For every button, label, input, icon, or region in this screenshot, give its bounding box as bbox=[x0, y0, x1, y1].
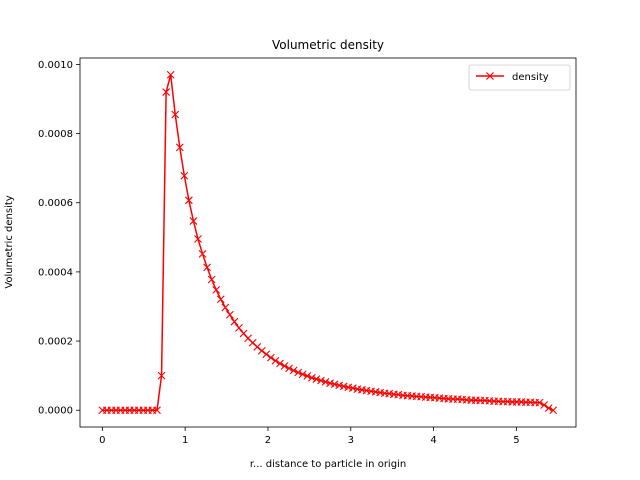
data-point-marker bbox=[198, 250, 207, 258]
data-point-marker bbox=[257, 346, 266, 355]
axes-frame bbox=[79, 57, 577, 428]
y-tick-label: 0.0006 bbox=[38, 198, 73, 209]
data-point-marker bbox=[280, 362, 289, 370]
data-point-marker bbox=[276, 359, 284, 368]
legend-entry-label: density bbox=[512, 72, 549, 83]
data-point-marker bbox=[339, 382, 348, 391]
y-axis: 0.0000 0.0002 0.0004 0.0006 0.0008 0.0010 bbox=[38, 60, 80, 417]
x-tick-label: 0 bbox=[99, 435, 105, 446]
plot-area bbox=[79, 57, 577, 428]
y-axis-label: Volumetric density bbox=[4, 195, 15, 288]
data-point-marker bbox=[225, 310, 234, 319]
y-tick-label: 0.0004 bbox=[38, 267, 73, 278]
data-point-marker bbox=[326, 379, 334, 388]
data-point-marker bbox=[335, 381, 344, 390]
data-point-marker bbox=[544, 404, 553, 413]
data-point-marker bbox=[216, 295, 225, 304]
data-point-marker bbox=[166, 70, 175, 79]
legend-box bbox=[468, 64, 571, 91]
series-layer bbox=[98, 70, 558, 415]
x-tick-label: 5 bbox=[513, 435, 519, 446]
y-tick-label: 0.0010 bbox=[38, 60, 73, 71]
x-tick-label: 4 bbox=[430, 435, 436, 446]
data-point-marker bbox=[180, 171, 189, 180]
data-point-marker bbox=[194, 235, 202, 243]
y-tick-label: 0.0008 bbox=[38, 129, 73, 140]
data-point-marker bbox=[266, 353, 275, 362]
data-point-marker bbox=[189, 217, 198, 225]
data-point-marker bbox=[162, 88, 171, 96]
data-point-marker bbox=[317, 376, 325, 385]
data-point-marker bbox=[207, 275, 216, 284]
x-tick-label: 2 bbox=[265, 435, 271, 446]
data-point-marker bbox=[348, 384, 357, 392]
data-point-marker bbox=[171, 110, 180, 119]
data-point-marker bbox=[307, 373, 316, 382]
legend: density bbox=[468, 64, 571, 91]
data-point-marker bbox=[540, 401, 549, 409]
y-tick-label: 0.0000 bbox=[38, 406, 73, 417]
data-point-marker bbox=[303, 372, 312, 380]
data-point-marker bbox=[203, 263, 211, 272]
legend-marker-swatch bbox=[486, 72, 494, 80]
x-tick-label: 1 bbox=[182, 435, 188, 446]
data-point-marker bbox=[535, 398, 544, 407]
data-point-marker bbox=[285, 364, 293, 373]
data-point-marker bbox=[153, 406, 161, 415]
data-point-marker bbox=[549, 406, 558, 415]
x-tick-label: 3 bbox=[348, 435, 354, 446]
x-axis-label: r... distance to particle in origin bbox=[250, 459, 406, 470]
data-point-marker bbox=[221, 303, 230, 312]
x-axis: 0 1 2 3 4 5 bbox=[99, 427, 520, 446]
data-point-marker bbox=[312, 375, 321, 383]
data-point-marker bbox=[271, 356, 280, 365]
data-point-marker bbox=[157, 371, 166, 380]
data-point-marker bbox=[330, 380, 339, 389]
data-point-marker bbox=[175, 143, 184, 152]
y-tick-label: 0.0002 bbox=[38, 337, 73, 348]
data-point-marker bbox=[184, 196, 193, 205]
data-point-marker bbox=[298, 370, 307, 379]
data-point-marker bbox=[230, 317, 239, 326]
data-point-marker bbox=[321, 377, 330, 386]
data-point-marker bbox=[212, 285, 221, 294]
data-point-marker bbox=[262, 350, 271, 359]
series-line-density bbox=[102, 74, 554, 411]
chart-title: Volumetric density bbox=[272, 38, 384, 52]
data-point-marker bbox=[289, 366, 298, 375]
data-point-marker bbox=[235, 324, 243, 332]
data-point-marker bbox=[294, 368, 303, 377]
